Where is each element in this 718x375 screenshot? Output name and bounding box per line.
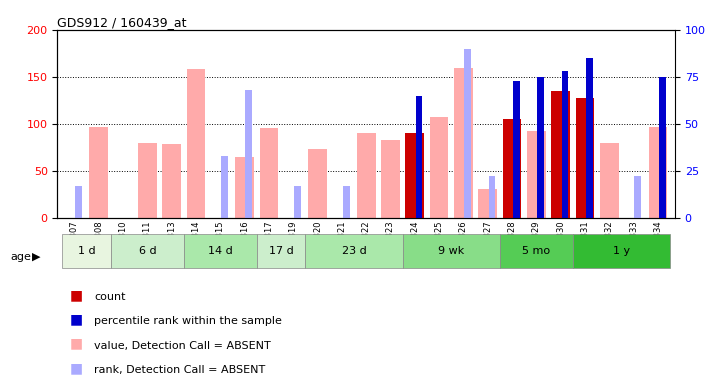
Bar bbox=[236, 157, 254, 218]
Text: 1 d: 1 d bbox=[78, 246, 95, 256]
Bar bbox=[406, 133, 424, 218]
Text: ■: ■ bbox=[70, 337, 83, 351]
Bar bbox=[308, 149, 327, 217]
Bar bbox=[90, 127, 108, 218]
Bar bbox=[465, 49, 471, 217]
FancyBboxPatch shape bbox=[500, 234, 573, 268]
Bar bbox=[648, 127, 667, 218]
Bar bbox=[260, 128, 279, 218]
Bar bbox=[488, 176, 495, 218]
FancyBboxPatch shape bbox=[305, 234, 403, 268]
Bar bbox=[454, 68, 472, 218]
Text: 9 wk: 9 wk bbox=[438, 246, 465, 256]
Bar bbox=[513, 81, 520, 218]
Text: GDS912 / 160439_at: GDS912 / 160439_at bbox=[57, 16, 187, 29]
Bar bbox=[138, 142, 157, 218]
Bar bbox=[586, 58, 592, 217]
Text: ■: ■ bbox=[70, 288, 83, 302]
Bar bbox=[576, 98, 595, 218]
Bar bbox=[635, 176, 641, 218]
Text: 23 d: 23 d bbox=[342, 246, 366, 256]
FancyBboxPatch shape bbox=[111, 234, 184, 268]
Text: age: age bbox=[11, 252, 32, 262]
Bar bbox=[430, 117, 449, 218]
Bar bbox=[478, 189, 497, 217]
Bar bbox=[527, 131, 546, 218]
Text: 14 d: 14 d bbox=[208, 246, 233, 256]
Bar bbox=[561, 71, 569, 217]
Text: 6 d: 6 d bbox=[139, 246, 157, 256]
Bar bbox=[658, 77, 666, 218]
Text: percentile rank within the sample: percentile rank within the sample bbox=[95, 316, 282, 326]
Bar bbox=[246, 90, 252, 218]
FancyBboxPatch shape bbox=[62, 234, 111, 268]
Text: rank, Detection Call = ABSENT: rank, Detection Call = ABSENT bbox=[95, 365, 266, 375]
Bar bbox=[162, 144, 181, 218]
Bar bbox=[551, 91, 570, 218]
Bar bbox=[342, 186, 350, 218]
FancyBboxPatch shape bbox=[257, 234, 305, 268]
Text: ▶: ▶ bbox=[32, 252, 41, 262]
Bar bbox=[381, 140, 400, 218]
FancyBboxPatch shape bbox=[403, 234, 500, 268]
Bar bbox=[294, 186, 301, 218]
Text: ■: ■ bbox=[70, 312, 83, 326]
Text: 5 mo: 5 mo bbox=[522, 246, 551, 256]
FancyBboxPatch shape bbox=[573, 234, 670, 268]
Text: ■: ■ bbox=[70, 361, 83, 375]
Text: 17 d: 17 d bbox=[269, 246, 294, 256]
Bar bbox=[75, 186, 82, 218]
Text: 1 y: 1 y bbox=[613, 246, 630, 256]
Bar bbox=[503, 119, 521, 218]
Bar bbox=[416, 96, 422, 218]
Bar bbox=[221, 156, 228, 218]
FancyBboxPatch shape bbox=[184, 234, 257, 268]
Bar bbox=[357, 133, 376, 218]
Text: value, Detection Call = ABSENT: value, Detection Call = ABSENT bbox=[95, 340, 271, 351]
Bar bbox=[600, 142, 619, 218]
Bar bbox=[187, 69, 205, 218]
Text: count: count bbox=[95, 292, 126, 302]
Bar bbox=[537, 77, 544, 218]
